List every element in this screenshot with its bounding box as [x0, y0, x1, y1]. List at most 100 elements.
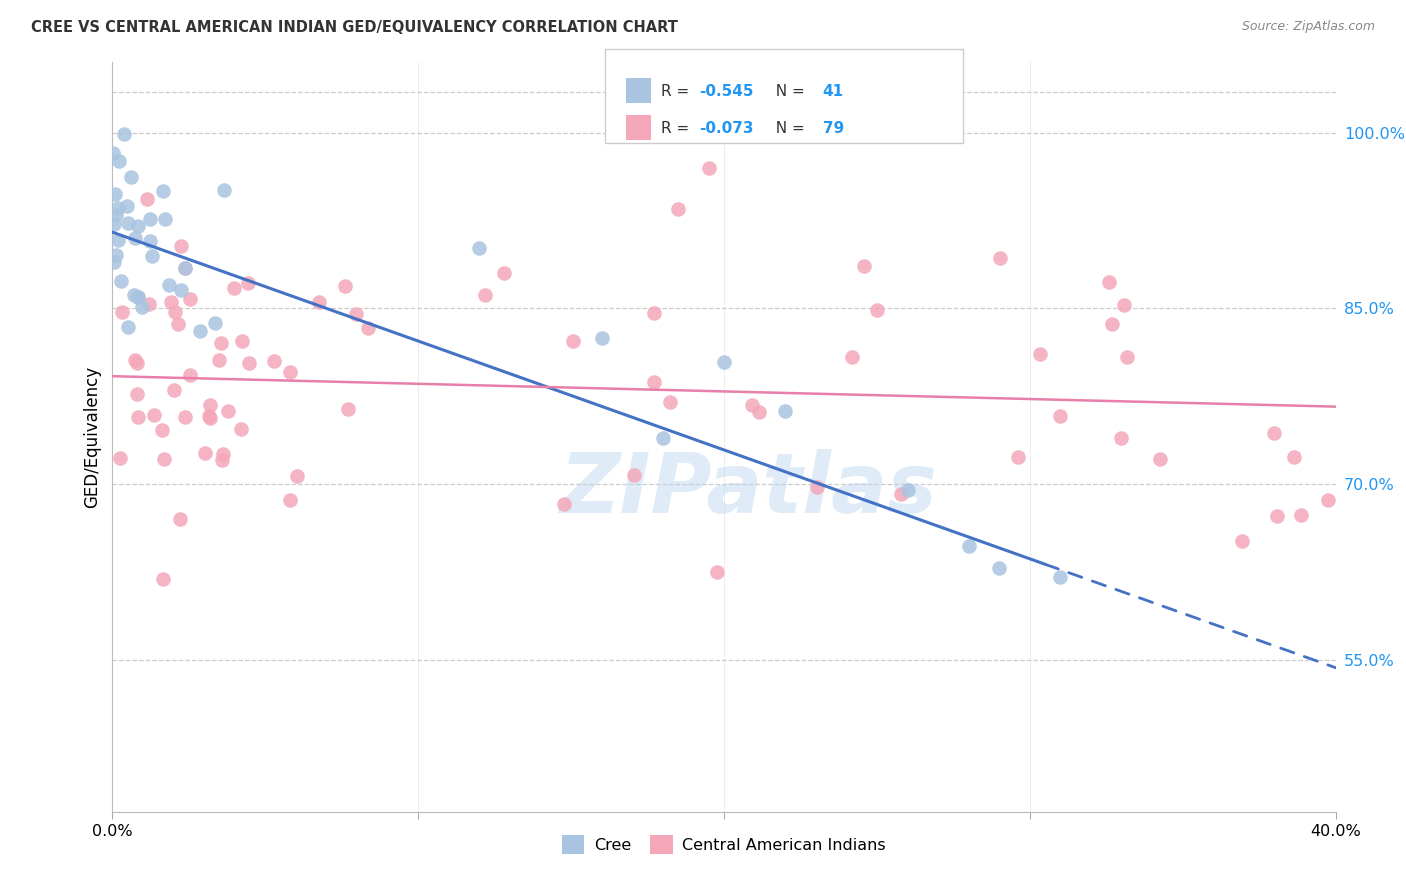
Point	[1263, 426, 1285, 441]
Text: -0.545: -0.545	[699, 84, 754, 99]
Point	[713, 355, 735, 369]
Point	[166, 317, 188, 331]
Point	[124, 353, 146, 368]
Point	[117, 216, 139, 230]
Point	[139, 234, 162, 248]
Point	[890, 487, 912, 501]
Point	[852, 259, 875, 273]
Point	[238, 277, 260, 291]
Point	[990, 251, 1012, 265]
Point	[108, 154, 131, 169]
Point	[204, 317, 226, 331]
Point	[170, 283, 193, 297]
Point	[174, 261, 197, 276]
Point	[163, 383, 186, 397]
Point	[127, 409, 149, 424]
Point	[643, 375, 665, 389]
Point	[173, 260, 195, 275]
Point	[278, 493, 301, 508]
Point	[107, 201, 129, 215]
Point	[1282, 450, 1305, 465]
Point	[553, 497, 575, 511]
Point	[163, 305, 186, 319]
Y-axis label: GED/Equivalency: GED/Equivalency	[83, 366, 101, 508]
Text: N =: N =	[766, 120, 810, 136]
Point	[143, 408, 166, 422]
Point	[652, 431, 675, 445]
Point	[198, 398, 221, 412]
Point	[139, 212, 162, 227]
Point	[127, 219, 149, 234]
Point	[1007, 450, 1029, 464]
Point	[897, 483, 920, 497]
Point	[104, 209, 127, 223]
Text: CREE VS CENTRAL AMERICAN INDIAN GED/EQUIVALENCY CORRELATION CHART: CREE VS CENTRAL AMERICAN INDIAN GED/EQUI…	[31, 20, 678, 35]
Point	[153, 211, 176, 226]
Point	[474, 288, 496, 302]
Point	[957, 540, 980, 554]
Point	[1101, 317, 1123, 331]
Point	[124, 287, 146, 301]
Point	[115, 199, 138, 213]
Point	[108, 450, 131, 465]
Point	[1232, 533, 1254, 548]
Legend: Cree, Central American Indians: Cree, Central American Indians	[555, 829, 893, 860]
Point	[103, 217, 125, 231]
Point	[111, 305, 134, 319]
Point	[105, 248, 128, 262]
Point	[263, 354, 285, 368]
Point	[1029, 347, 1052, 361]
Point	[127, 356, 149, 370]
Point	[591, 331, 613, 345]
Point	[179, 368, 201, 383]
Point	[212, 447, 235, 461]
Point	[104, 187, 127, 202]
Point	[1149, 452, 1171, 467]
Point	[1267, 508, 1289, 523]
Point	[643, 306, 665, 320]
Point	[124, 230, 146, 244]
Point	[1049, 569, 1071, 583]
Point	[194, 446, 217, 460]
Point	[150, 424, 173, 438]
Point	[136, 192, 159, 206]
Point	[806, 480, 828, 494]
Point	[110, 274, 132, 288]
Point	[841, 350, 863, 364]
Text: 79: 79	[823, 120, 844, 136]
Point	[659, 395, 682, 409]
Point	[1098, 275, 1121, 289]
Point	[741, 398, 763, 412]
Point	[492, 266, 515, 280]
Text: 41: 41	[823, 84, 844, 99]
Point	[103, 255, 125, 269]
Point	[120, 170, 142, 185]
Point	[748, 404, 770, 418]
Point	[112, 128, 135, 142]
Point	[697, 161, 720, 175]
Point	[190, 324, 212, 338]
Point	[141, 249, 163, 263]
Text: Source: ZipAtlas.com: Source: ZipAtlas.com	[1241, 20, 1375, 33]
Text: -0.073: -0.073	[699, 120, 754, 136]
Point	[138, 297, 160, 311]
Point	[231, 334, 253, 348]
Point	[127, 290, 149, 304]
Point	[153, 452, 176, 467]
Point	[179, 293, 201, 307]
Point	[356, 321, 378, 335]
Point	[337, 401, 360, 416]
Point	[1316, 493, 1339, 508]
Point	[152, 572, 174, 586]
Point	[169, 512, 191, 526]
Point	[238, 356, 260, 370]
Point	[706, 565, 728, 579]
Point	[231, 421, 253, 435]
Point	[278, 365, 301, 379]
Point	[217, 403, 239, 417]
Point	[152, 184, 174, 198]
Point	[1049, 409, 1071, 423]
Point	[468, 241, 491, 255]
Point	[157, 277, 180, 292]
Point	[623, 467, 645, 482]
